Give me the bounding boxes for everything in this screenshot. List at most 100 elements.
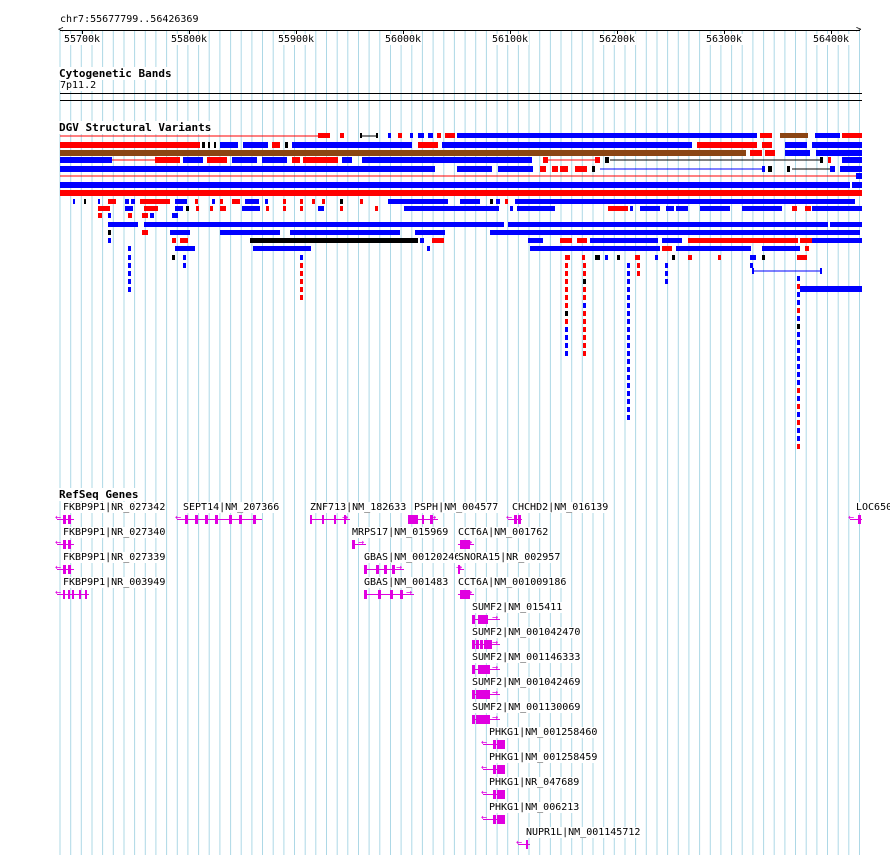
variant-block — [762, 166, 765, 172]
variant-block — [577, 238, 587, 243]
gene-label[interactable]: CCT6A|NM_001009186 — [458, 577, 567, 588]
gene-glyph[interactable]: → — [472, 662, 500, 674]
gene-label[interactable]: FKBP9P1|NR_003949 — [63, 577, 166, 588]
variant-block — [210, 206, 213, 211]
variant-block — [262, 157, 287, 163]
variant-block — [300, 287, 303, 292]
gene-label[interactable]: CCT6A|NM_001762 — [458, 527, 549, 538]
cyto-band-label[interactable]: 7p11.2 — [60, 80, 97, 91]
gene-glyph[interactable]: → — [364, 587, 414, 599]
scale-tick — [617, 30, 618, 34]
gene-label[interactable]: PHKG1|NM_006213 — [489, 802, 580, 813]
gene-label[interactable]: SUMF2|NM_001146333 — [472, 652, 581, 663]
variant-block — [627, 415, 630, 420]
gene-glyph[interactable]: → — [352, 537, 366, 549]
gene-label[interactable]: GBAS|NM_001202469 — [364, 552, 467, 563]
gene-glyph[interactable]: → — [472, 637, 500, 649]
gene-label[interactable]: CHCHD2|NM_016139 — [512, 502, 609, 513]
gene-glyph[interactable]: → — [456, 562, 464, 574]
variant-block — [340, 133, 344, 138]
variant-block — [617, 255, 620, 260]
gene-glyph[interactable]: ← — [55, 537, 74, 549]
gene-label[interactable]: PHKG1|NM_001258459 — [489, 752, 598, 763]
gene-label[interactable]: SUMF2|NM_015411 — [472, 602, 563, 613]
gene-label[interactable]: FKBP9P1|NR_027339 — [63, 552, 166, 563]
variant-block — [842, 157, 862, 163]
gene-label[interactable]: PHKG1|NM_001258460 — [489, 727, 598, 738]
variant-block — [108, 222, 138, 227]
variant-block — [785, 150, 810, 156]
variant-block — [662, 246, 672, 251]
gene-exon — [195, 515, 198, 524]
variant-block — [398, 133, 402, 138]
variant-block — [797, 340, 800, 345]
variant-block — [688, 255, 692, 260]
gene-exon — [344, 515, 346, 524]
variant-block — [318, 133, 330, 138]
gene-label[interactable]: ZNF713|NM_182633 — [310, 502, 407, 513]
variant-block — [627, 279, 630, 284]
gene-glyph[interactable]: → — [472, 612, 500, 624]
gene-label[interactable]: FKBP9P1|NR_027340 — [63, 527, 166, 538]
gene-glyph[interactable]: → — [458, 537, 474, 549]
gene-glyph[interactable]: → — [472, 687, 500, 699]
variant-block — [208, 142, 210, 148]
dgv-track-title[interactable]: DGV Structural Variants — [59, 121, 212, 134]
gene-label[interactable]: MRPS17|NM_015969 — [352, 527, 449, 538]
variant-block — [150, 213, 154, 218]
strand-left-arrow-icon: ← — [481, 787, 488, 798]
variant-block — [797, 428, 800, 433]
cyto-track-title[interactable]: Cytogenetic Bands — [59, 67, 172, 80]
gene-glyph[interactable]: → — [408, 512, 438, 524]
variant-block — [140, 199, 170, 204]
gene-intron-line — [518, 844, 530, 845]
variant-block — [362, 157, 532, 163]
gene-glyph[interactable]: ← — [516, 837, 530, 849]
gene-glyph[interactable]: ← — [481, 762, 505, 774]
gene-label[interactable]: NUPR1L|NM_001145712 — [526, 827, 641, 838]
gene-exon — [400, 590, 403, 599]
strand-right-arrow-icon: → — [396, 562, 403, 573]
gene-glyph[interactable]: ← — [848, 512, 862, 524]
gene-glyph[interactable]: ← — [55, 562, 74, 574]
gene-exon — [497, 740, 505, 749]
gene-exon — [229, 515, 232, 524]
gene-glyph[interactable]: ← — [506, 512, 522, 524]
variant-block — [300, 199, 303, 204]
gene-exon — [526, 840, 528, 849]
gene-label[interactable]: GBAS|NM_001483 — [364, 577, 449, 588]
variant-block — [760, 133, 772, 138]
gene-glyph[interactable]: ← — [175, 512, 262, 524]
gene-label[interactable]: LOC650 — [856, 502, 890, 513]
gene-label[interactable]: PHKG1|NR_047689 — [489, 777, 580, 788]
variant-block — [590, 238, 658, 243]
refseq-track-title[interactable]: RefSeq Genes — [59, 488, 139, 501]
strand-left-arrow-icon: ← — [516, 837, 523, 848]
variant-block — [665, 279, 668, 284]
scale-tick-label: 56300k — [704, 34, 744, 45]
gene-glyph[interactable]: → — [472, 712, 500, 724]
gene-exon — [85, 590, 87, 599]
variant-block — [490, 199, 493, 204]
gene-glyph[interactable]: ← — [481, 787, 505, 799]
gene-label[interactable]: SUMF2|NM_001042470 — [472, 627, 581, 638]
gene-glyph[interactable]: ← — [55, 512, 74, 524]
gene-label[interactable]: SUMF2|NM_001130069 — [472, 702, 581, 713]
gene-glyph[interactable]: → — [364, 562, 404, 574]
gene-glyph[interactable]: → — [458, 587, 474, 599]
gene-glyph[interactable]: ← — [481, 812, 505, 824]
variant-block — [627, 407, 630, 412]
gene-exon — [253, 515, 256, 524]
gene-glyph[interactable]: ← — [55, 587, 89, 599]
variant-block — [575, 166, 587, 172]
gene-label[interactable]: SEPT14|NM_207366 — [183, 502, 280, 513]
gene-label[interactable]: SNORA15|NR_002957 — [458, 552, 561, 563]
gene-label[interactable]: FKBP9P1|NR_027342 — [63, 502, 166, 513]
gene-glyph[interactable]: → — [310, 512, 350, 524]
gene-label[interactable]: PSPH|NM_004577 — [414, 502, 499, 513]
variant-block — [805, 206, 811, 211]
gene-label[interactable]: SUMF2|NM_001042469 — [472, 677, 581, 688]
gene-glyph[interactable]: ← — [481, 737, 505, 749]
variant-block — [583, 287, 586, 292]
variant-block — [202, 142, 205, 148]
